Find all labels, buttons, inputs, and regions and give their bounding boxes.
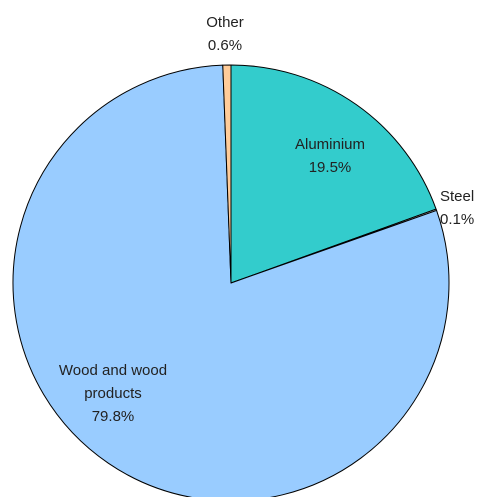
slice-label-other: Other [206,14,244,31]
slice-value-aluminium: 19.5% [309,159,352,176]
pie-slice-wood [12,64,450,497]
pie-slice-aluminium [230,64,437,284]
slice-label-wood-line2: products [84,385,142,402]
slice-value-steel: 0.1% [440,211,474,228]
slice-label-wood-line1: Wood and wood [59,362,167,379]
pie-slice-other [222,64,232,284]
slice-value-wood: 79.8% [92,408,135,425]
slice-value-other: 0.6% [208,37,242,54]
pie-slices [12,64,450,497]
slice-label-aluminium: Aluminium [295,136,365,153]
slice-label-steel: Steel [440,188,474,205]
